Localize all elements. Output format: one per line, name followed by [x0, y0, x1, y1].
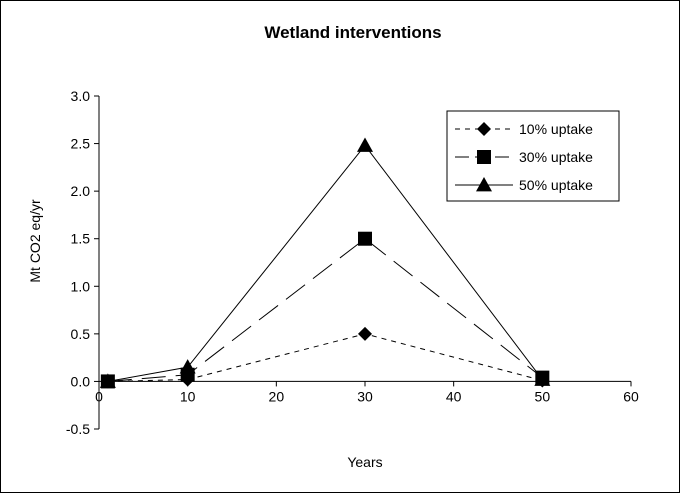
data-point	[534, 371, 551, 386]
y-tick-label: 2.0	[71, 183, 91, 199]
x-tick-label: 30	[357, 388, 373, 404]
legend-marker	[476, 177, 492, 192]
x-tick-label: 0	[95, 388, 103, 404]
series-line	[107, 333, 543, 382]
series-group	[99, 137, 551, 389]
x-axis-label: Years	[347, 454, 382, 470]
x-tick-label: 60	[623, 388, 639, 404]
x-tick-label: 40	[446, 388, 462, 404]
y-tick-label: 1.5	[71, 231, 91, 247]
legend-entry: 30% uptake	[455, 149, 593, 165]
data-point	[99, 373, 116, 388]
y-tick-label: 1.0	[71, 278, 91, 294]
x-tick-label: 20	[269, 388, 285, 404]
legend-entry: 10% uptake	[455, 121, 593, 137]
data-point	[358, 326, 372, 341]
chart-title: Wetland interventions	[264, 23, 441, 42]
x-tick-label: 10	[180, 388, 196, 404]
legend-label: 10% uptake	[519, 121, 593, 137]
legend-box	[446, 110, 620, 202]
y-tick-label: -0.5	[66, 421, 90, 437]
data-point	[358, 231, 372, 246]
series-line	[107, 238, 543, 382]
y-tick-label: 0.5	[71, 326, 91, 342]
series-line	[107, 144, 543, 382]
legend-label: 50% uptake	[519, 177, 593, 193]
legend-marker	[477, 122, 491, 136]
y-tick-label: 0.0	[71, 373, 91, 389]
legend-label: 30% uptake	[519, 149, 593, 165]
data-point	[357, 137, 373, 152]
y-tick-label: 3.0	[71, 88, 91, 104]
x-tick-label: 50	[535, 388, 551, 404]
series-1	[100, 326, 550, 389]
series-3	[99, 137, 551, 388]
y-axis-label: Mt CO2 eq/yr	[27, 199, 43, 283]
y-tick-label: 2.5	[71, 136, 91, 152]
legend-entry: 50% uptake	[455, 177, 593, 193]
legend-marker	[477, 150, 491, 164]
legend: 10% uptake 30% uptake 50% uptake	[446, 110, 620, 202]
data-point	[179, 359, 196, 374]
